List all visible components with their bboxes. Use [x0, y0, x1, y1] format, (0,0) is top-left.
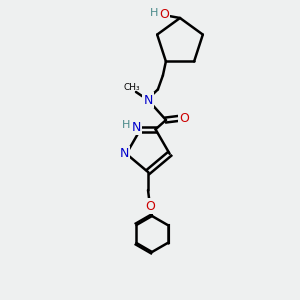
- Text: H: H: [150, 8, 158, 18]
- Text: CH₃: CH₃: [124, 83, 140, 92]
- Text: O: O: [145, 200, 155, 212]
- Text: N: N: [143, 94, 153, 106]
- Text: O: O: [179, 112, 189, 124]
- Text: O: O: [159, 8, 169, 22]
- Text: N: N: [120, 147, 129, 160]
- Text: N: N: [132, 121, 141, 134]
- Text: H: H: [122, 120, 131, 130]
